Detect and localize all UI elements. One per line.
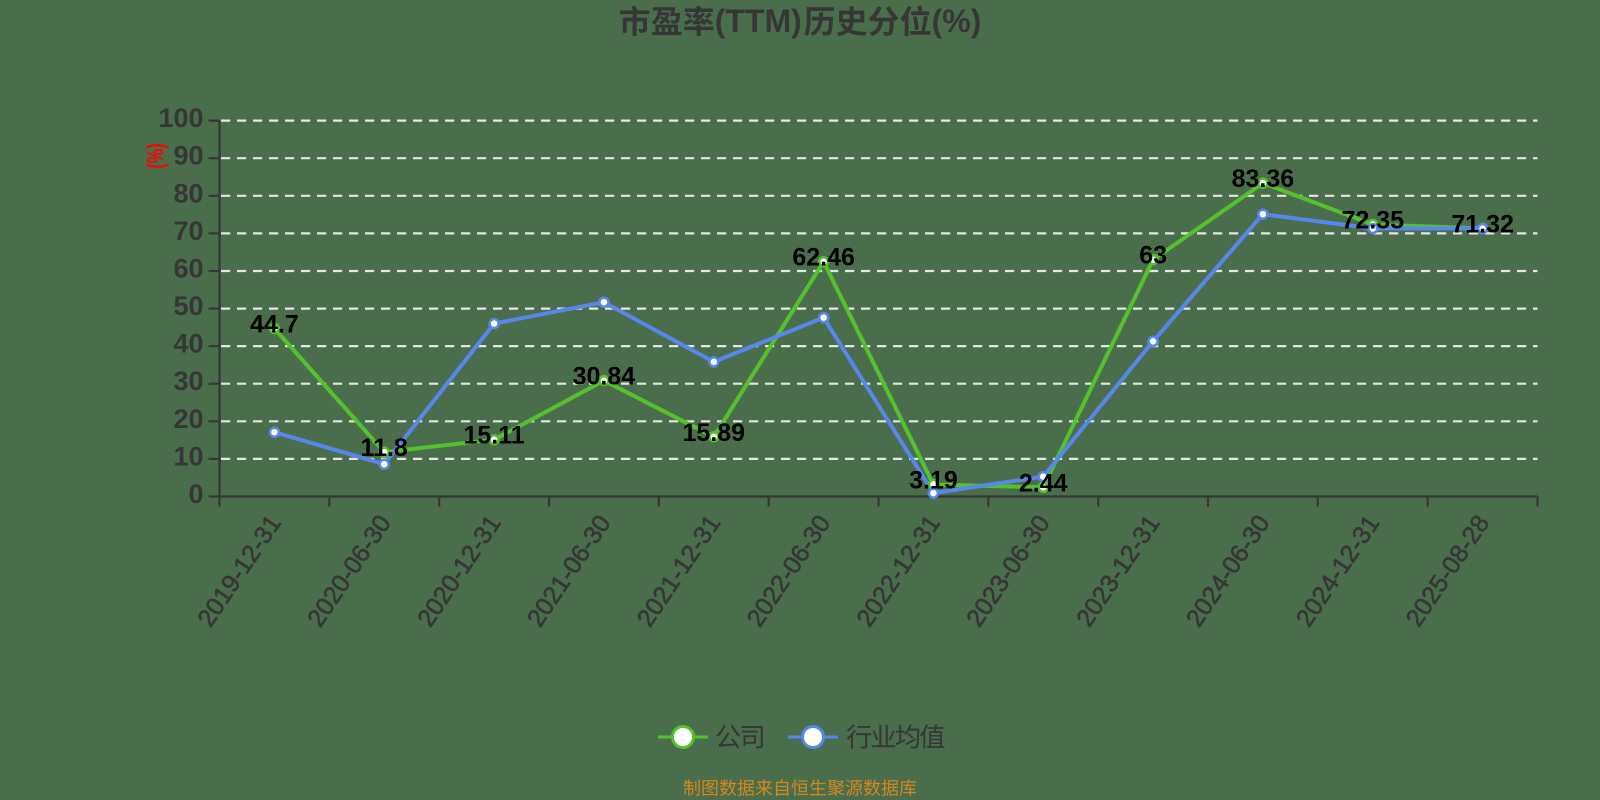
svg-text:30: 30 [173, 366, 203, 396]
svg-text:15.11: 15.11 [464, 422, 525, 450]
svg-text:50: 50 [173, 291, 203, 321]
svg-text:100: 100 [158, 103, 203, 133]
svg-text:90: 90 [173, 141, 203, 171]
svg-text:63: 63 [1139, 242, 1167, 270]
svg-text:10: 10 [173, 441, 203, 471]
svg-text:40: 40 [173, 329, 203, 359]
svg-text:44.7: 44.7 [250, 311, 299, 339]
svg-text:72.35: 72.35 [1342, 207, 1405, 235]
svg-text:11.8: 11.8 [361, 434, 408, 462]
svg-text:62.46: 62.46 [792, 244, 855, 272]
svg-text:(%): (%) [932, 3, 982, 39]
svg-text:83.36: 83.36 [1232, 165, 1295, 193]
svg-text:30.84: 30.84 [573, 363, 636, 391]
svg-text:0: 0 [188, 479, 203, 509]
svg-text:(%): (%) [143, 143, 170, 168]
svg-text:3.19: 3.19 [909, 467, 958, 495]
svg-text:60: 60 [173, 254, 203, 284]
svg-text:2.44: 2.44 [1019, 469, 1068, 497]
svg-text:15.89: 15.89 [683, 419, 746, 447]
svg-text:20: 20 [173, 404, 203, 434]
svg-text:80: 80 [173, 178, 203, 208]
svg-text:(TTM): (TTM) [715, 3, 802, 39]
svg-text:71.32: 71.32 [1451, 210, 1514, 238]
svg-text:70: 70 [173, 216, 203, 246]
